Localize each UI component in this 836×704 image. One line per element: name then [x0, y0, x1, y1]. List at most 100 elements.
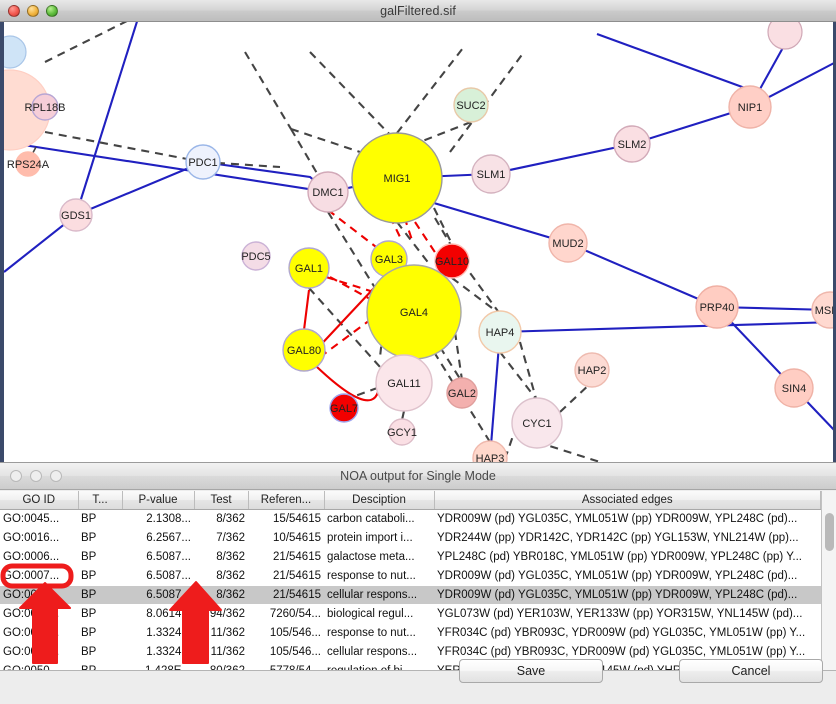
test-cell: 8/362 [216, 512, 245, 525]
test-cell: 8/362 [216, 569, 245, 582]
network-node[interactable]: SIN4 [774, 368, 814, 408]
network-node[interactable]: SUC2 [453, 87, 489, 123]
test-cell: 8/362 [194, 585, 248, 604]
dialog-window-controls [10, 470, 62, 482]
close-button[interactable] [10, 470, 22, 482]
node-label: GAL7 [330, 403, 358, 415]
description-cell: cellular respons... [324, 585, 434, 604]
p-value-cell: 8.0614... [146, 607, 191, 620]
network-node[interactable]: GAL7 [329, 393, 359, 423]
network-canvas[interactable]: .pp { stroke:#2020c0; stroke-width:2.1; … [0, 22, 836, 462]
main-window-titlebar: galFiltered.sif [0, 0, 836, 22]
reference-cell: 10/54615 [273, 531, 321, 544]
network-node[interactable]: HAP2 [574, 352, 610, 388]
save-button[interactable]: Save [459, 659, 603, 683]
reference-cell: 15/54615 [273, 512, 321, 525]
p-value-cell: 6.5087... [146, 550, 191, 563]
network-node[interactable]: SLM1 [471, 154, 511, 194]
node-label: CYC1 [522, 418, 551, 430]
reference-cell: 21/54615 [248, 585, 324, 604]
network-node[interactable]: PRP40 [695, 285, 739, 329]
p-value-cell: 6.2567... [146, 531, 191, 544]
go-id-cell: GO:0031... [0, 585, 78, 604]
close-button[interactable] [8, 4, 20, 17]
dialog-title: NOA output for Single Mode [340, 469, 496, 483]
network-node[interactable]: RPL18B [25, 93, 66, 121]
column-header-test[interactable]: Test [194, 491, 249, 510]
p-value-cell: 6.5087... [146, 569, 191, 582]
node-label: SLM2 [618, 139, 647, 151]
node-label: GAL10 [435, 256, 469, 268]
results-table[interactable]: GO ID T... P-value Test Referen... Desci… [0, 491, 821, 671]
column-header-associated-edges[interactable]: Associated edges [434, 491, 821, 510]
test-cell: 11/362 [210, 626, 245, 639]
node-label: SLM1 [477, 169, 506, 181]
minimize-button[interactable] [30, 470, 42, 482]
associated-edges-cell: YDR009W (pd) YGL035C, YML051W (pp) YDR00… [437, 569, 798, 582]
reference-cell: 5778/54... [269, 664, 321, 671]
p-value-cell: 1.3324... [146, 645, 191, 658]
network-node[interactable]: MSN5 [811, 291, 836, 329]
column-header-go-id[interactable]: GO ID [0, 491, 79, 510]
go-id-cell: GO:0006... [3, 550, 60, 563]
network-node[interactable]: GAL2 [446, 377, 478, 409]
results-table-container[interactable]: GO ID T... P-value Test Referen... Desci… [0, 491, 836, 671]
table-row[interactable]: GO:0006... BP 6.5087... 8/362 21/54615 galact… [0, 547, 821, 566]
network-node[interactable]: CYC1 [511, 397, 563, 449]
zoom-button[interactable] [50, 470, 62, 482]
network-node[interactable]: GDS1 [59, 198, 93, 232]
table-vertical-scrollbar[interactable] [821, 491, 836, 670]
network-node[interactable]: PDC5 [241, 241, 271, 271]
node-label: MUD2 [552, 238, 583, 250]
table-row[interactable]: GO:0050... BP 1.428E... 80/362 5778/54... reg… [0, 661, 821, 671]
network-node[interactable] [0, 35, 27, 69]
network-node[interactable]: GAL1 [288, 247, 330, 289]
network-node[interactable]: HAP3 [472, 440, 508, 462]
column-header-reference[interactable]: Referen... [248, 491, 325, 510]
node-label: GAL2 [448, 388, 476, 400]
network-node[interactable]: MUD2 [548, 223, 588, 263]
network-node[interactable]: GAL4 [366, 264, 462, 360]
network-graph[interactable]: .pp { stroke:#2020c0; stroke-width:2.1; … [0, 22, 836, 462]
associated-edges-cell: YDR009W (pd) YGL035C, YML051W (pp) YDR00… [437, 512, 798, 525]
table-row[interactable]: GO:0031... BP 1.3324... 11/362 105/546... cel… [0, 642, 821, 661]
p-value-cell: 6.5087... [122, 585, 194, 604]
description-cell: response to nut... [327, 626, 416, 639]
network-node[interactable]: GAL11 [375, 354, 433, 412]
test-cell: 8/362 [216, 550, 245, 563]
network-node[interactable]: PDC1 [185, 144, 221, 180]
table-row[interactable]: GO:0016... BP 6.2567... 7/362 10/54615 protei… [0, 528, 821, 547]
network-node[interactable]: RPS24A [7, 151, 50, 177]
p-value-cell: 1.428E... [144, 664, 191, 671]
network-node[interactable]: GAL10 [434, 243, 470, 279]
node-label: GAL1 [295, 263, 323, 275]
table-row[interactable]: GO:0031... BP 6.5087... 8/362 21/54615 cellul… [0, 585, 821, 604]
description-cell: protein import i... [327, 531, 413, 544]
table-row[interactable]: GO:0045... BP 2.1308... 8/362 15/54615 carbon… [0, 509, 821, 528]
network-node[interactable]: GAL80 [282, 328, 326, 372]
minimize-button[interactable] [27, 4, 39, 17]
zoom-button[interactable] [46, 4, 58, 17]
network-node[interactable]: GCY1 [387, 418, 417, 446]
scrollbar-thumb[interactable] [825, 513, 834, 551]
network-node[interactable]: SLM2 [613, 125, 651, 163]
reference-cell: 21/54615 [273, 569, 321, 582]
associated-edges-cell: YFR034C (pd) YBR093C, YDR009W (pd) YGL03… [437, 626, 806, 639]
table-row[interactable]: GO:0065... BP 8.0614... 94/362 7260/54... bio… [0, 604, 821, 623]
table-header-row: GO ID T... P-value Test Referen... Desci… [0, 491, 821, 510]
column-header-description[interactable]: Desciption [324, 491, 435, 510]
reference-cell: 21/54615 [273, 550, 321, 563]
test-cell: 11/362 [210, 645, 245, 658]
network-node-layer[interactable]: RPL18B RPS24A GDS1 PDC1 PDC5 DMC1 MIG1 SUC2 SLM1… [7, 85, 836, 462]
network-node[interactable]: HAP4 [478, 310, 522, 354]
table-row[interactable]: GO:0031... BP 1.3324... 11/362 105/546... res… [0, 623, 821, 642]
column-header-p-value[interactable]: P-value [122, 491, 195, 510]
node-label: NIP1 [738, 102, 762, 114]
network-node[interactable]: MIG1 [351, 132, 443, 224]
column-header-type[interactable]: T... [78, 491, 123, 510]
table-row[interactable]: GO:0007... BP 6.5087... 8/362 21/54615 respon… [0, 566, 821, 585]
network-node[interactable]: DMC1 [307, 171, 349, 213]
network-node[interactable]: NIP1 [728, 85, 772, 129]
network-node[interactable] [767, 22, 803, 50]
cancel-button[interactable]: Cancel [679, 659, 823, 683]
